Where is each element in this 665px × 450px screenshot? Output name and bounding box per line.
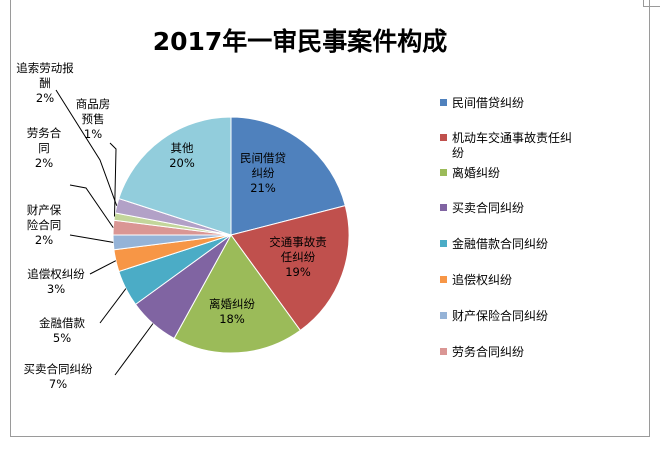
data-label-11-line-1: 其他: [171, 141, 194, 155]
data-label-3-line-1: 离婚纠纷: [209, 297, 255, 311]
leader-line-10: [55, 89, 118, 206]
data-label-7: 财产保险合同 2%: [27, 203, 62, 247]
data-label-2: 交通事故责任纠纷 19%: [269, 235, 327, 279]
data-label-8-line-1: 劳务合: [27, 126, 62, 140]
data-label-9: 商品房预售 1%: [76, 97, 111, 141]
chart-title: 2017年一审民事案件构成: [153, 27, 448, 56]
legend-entry-1: 民间借贷纠纷: [452, 96, 524, 110]
data-label-1: 民间借贷纠纷 21%: [240, 151, 286, 195]
leader-line-5: [99, 288, 127, 324]
data-label-5: 金融借款 5%: [39, 316, 85, 345]
data-label-3-line-2: 18%: [219, 312, 245, 326]
data-label-11-line-2: 20%: [169, 156, 195, 170]
data-label-2-line-2: 任纠纷: [281, 250, 316, 264]
legend-entry-6: 金融借款合同纠纷: [452, 236, 548, 251]
data-label-7-line-2: 险合同: [27, 218, 62, 232]
data-label-4: 买卖合同纠纷 7%: [24, 362, 93, 391]
data-label-10: 追索劳动报酬 2%: [16, 61, 74, 105]
pie-slices: [112, 116, 350, 354]
pie-slice-11: [118, 116, 232, 236]
pie-slice-1: [230, 116, 346, 236]
data-label-5-line-2: 5%: [53, 331, 71, 345]
legend-swatch-5: [440, 204, 447, 211]
legend-entry-5: 买卖合同纠纷: [452, 200, 524, 215]
legend-swatch-4: [440, 169, 447, 176]
data-label-2-line-3: 19%: [285, 265, 311, 279]
leader-line-9: [109, 142, 117, 217]
data-label-10-line-2: 酬: [39, 76, 51, 90]
legend-swatch-1: [440, 99, 447, 106]
data-label-4-line-1: 买卖合同纠纷: [24, 362, 93, 376]
data-label-5-line-1: 金融借款: [39, 316, 85, 330]
data-label-6-line-1: 追偿权纠纷: [27, 267, 85, 281]
pie-slice-3: [173, 234, 302, 354]
legend-swatch-2: [440, 134, 447, 141]
legend-entry-3: 纷: [452, 146, 464, 160]
data-labels: 民间借贷纠纷 21% 交通事故责任纠纷 19% 离婚纠纷 18% 买卖合同纠纷 7% 金融借款 5…: [16, 61, 327, 391]
data-label-8-line-2: 同: [38, 141, 50, 155]
data-label-9-line-1: 商品房: [76, 97, 111, 111]
data-label-9-line-2: 预售: [82, 112, 105, 126]
data-label-6-line-2: 3%: [47, 282, 65, 296]
data-label-7-line-3: 2%: [35, 233, 53, 247]
legend-entry-9: 劳务合同纠纷: [452, 344, 524, 359]
pie-slice-2: [230, 205, 350, 332]
data-label-10-line-3: 2%: [36, 91, 54, 105]
leader-line-8: [69, 184, 114, 228]
leader-line-4: [114, 323, 154, 376]
page-corner-mark: [643, 0, 660, 7]
legend-swatch-8: [440, 312, 447, 319]
legend-entry-4: 离婚纠纷: [452, 165, 500, 180]
legend-entry-8: 财产保险合同纠纷: [452, 308, 548, 323]
legend-swatch-9: [440, 348, 447, 355]
legend-swatch-7: [440, 276, 447, 283]
legend-swatch-6: [440, 240, 447, 247]
data-label-8-line-3: 2%: [35, 156, 53, 170]
legend: 民间借贷纠纷机动车交通事故责任纠纷离婚纠纷买卖合同纠纷金融借款合同纠纷追偿权纠纷…: [440, 96, 572, 359]
legend-entry-7: 追偿权纠纷: [452, 272, 512, 287]
leader-line-6: [89, 260, 117, 275]
data-label-1-line-3: 21%: [250, 181, 276, 195]
page-frame: [10, 0, 650, 437]
legend-entry-2: 机动车交通事故责任纠: [452, 130, 572, 145]
data-label-6: 追偿权纠纷 3%: [27, 267, 85, 296]
data-label-2-line-1: 交通事故责: [269, 235, 327, 249]
data-label-1-line-2: 纠纷: [252, 166, 275, 180]
data-label-3: 离婚纠纷 18%: [209, 297, 255, 326]
data-label-11: 其他 20%: [169, 141, 195, 170]
data-label-8: 劳务合同 2%: [27, 126, 62, 170]
data-label-1-line-1: 民间借贷: [240, 151, 286, 165]
data-label-7-line-1: 财产保: [27, 203, 62, 217]
data-label-10-line-1: 追索劳动报: [16, 61, 74, 75]
leader-line-7: [69, 234, 114, 243]
leader-lines: [55, 89, 154, 376]
data-label-9-line-3: 1%: [84, 127, 102, 141]
data-label-4-line-2: 7%: [49, 377, 67, 391]
